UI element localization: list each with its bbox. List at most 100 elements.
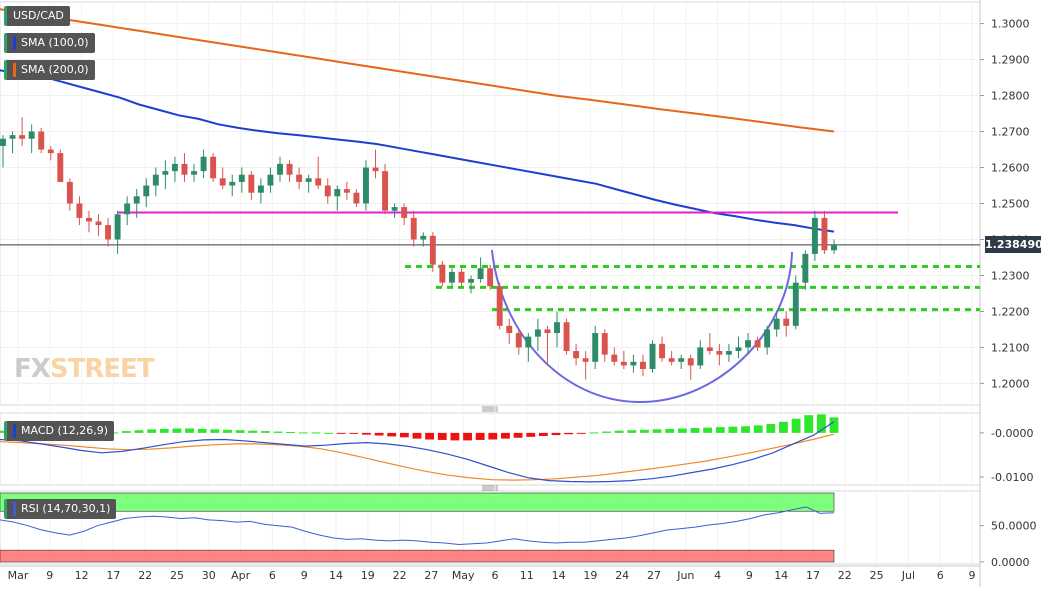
macd-histogram-bar xyxy=(197,428,207,433)
macd-signal-line xyxy=(0,433,835,481)
time-tick-label: 6 xyxy=(269,569,276,582)
candle-body xyxy=(9,135,16,139)
time-tick-label: 17 xyxy=(806,569,820,582)
macd-histogram-bar xyxy=(172,428,182,433)
candle-body xyxy=(429,235,436,265)
sma200-line xyxy=(0,8,835,133)
panel-frame-2 xyxy=(0,412,981,486)
macd-histogram-bar xyxy=(235,430,245,433)
macd-histogram-bar xyxy=(260,431,270,433)
candle-body xyxy=(477,268,484,280)
time-tick-label: 27 xyxy=(424,569,438,582)
macd-histogram-bar xyxy=(652,429,662,433)
macd-histogram-bar xyxy=(804,415,814,433)
panel-splitter-1 xyxy=(482,406,498,412)
macd-histogram-bar xyxy=(640,429,649,433)
legend-sma200-label: SMA (200,0) xyxy=(21,63,89,76)
candle-body xyxy=(754,340,761,348)
macd-histogram-bar xyxy=(324,432,333,434)
time-tick-label: 14 xyxy=(329,569,343,582)
macd-histogram-bar xyxy=(121,431,131,433)
time-tick-label: 9 xyxy=(969,569,976,582)
time-tick-label: Apr xyxy=(231,569,251,582)
macd-swatch-icon xyxy=(13,424,16,438)
candle-body xyxy=(334,189,341,197)
time-tick-label: 6 xyxy=(492,569,499,582)
candle-body xyxy=(277,163,283,175)
macd-line xyxy=(0,421,835,483)
macd-tick-label: -0.0000 xyxy=(991,427,1033,440)
time-tick-label: 12 xyxy=(75,569,89,582)
price-tick-label: 1.2600 xyxy=(991,162,1030,175)
price-tick-label: 1.2200 xyxy=(991,305,1030,318)
legend-sma100-label: SMA (100,0) xyxy=(21,36,89,49)
candle-body xyxy=(0,138,6,146)
time-tick-label: 22 xyxy=(138,569,152,582)
candle-body xyxy=(143,185,150,197)
candle-body xyxy=(659,343,666,359)
candle-body xyxy=(410,217,417,240)
time-tick-label: 9 xyxy=(301,569,308,582)
candle-body xyxy=(286,163,293,175)
rsi-oversold-zone xyxy=(0,549,835,563)
candle-body xyxy=(86,217,92,222)
macd-histogram-bar xyxy=(475,432,485,440)
macd-histogram-bar xyxy=(513,432,523,438)
time-tick-label: 9 xyxy=(746,569,753,582)
candle-body xyxy=(630,361,637,366)
macd-histogram-bar xyxy=(387,432,397,437)
time-tick-label: 25 xyxy=(870,569,884,582)
legend-macd: MACD (12,26,9) xyxy=(4,421,115,441)
macd-histogram-bar xyxy=(210,429,220,433)
candle-body xyxy=(353,192,360,204)
candle-body xyxy=(668,358,675,362)
price-tick-label: 1.2100 xyxy=(991,341,1030,354)
macd-histogram-bar xyxy=(538,432,548,436)
macd-tick-label: -0.0100 xyxy=(991,471,1033,484)
candle-body xyxy=(649,343,656,370)
candle-body xyxy=(792,282,799,326)
candle-body xyxy=(783,318,790,326)
legend-sma100: SMA (100,0) xyxy=(4,33,95,53)
price-tick-label: 1.2900 xyxy=(991,54,1030,67)
candle-body xyxy=(573,351,580,359)
candle-body xyxy=(611,354,618,362)
candle-body xyxy=(95,221,102,226)
price-tick-label: 1.3000 xyxy=(991,18,1030,31)
macd-histogram-bar xyxy=(576,432,586,434)
legend-instrument-label: USD/CAD xyxy=(13,9,64,22)
rsi-line xyxy=(0,506,835,546)
candle-body xyxy=(496,286,503,326)
candle-body xyxy=(697,347,704,366)
time-tick-label: 14 xyxy=(774,569,788,582)
sma100-line xyxy=(0,69,835,233)
candle-body xyxy=(229,181,236,186)
candle-body xyxy=(802,253,809,283)
candle-body xyxy=(124,203,131,215)
candle-body xyxy=(487,268,494,287)
time-tick-label: Mar xyxy=(8,569,29,582)
candle-body xyxy=(305,178,312,182)
time-tick-label: 19 xyxy=(361,569,375,582)
macd-histogram-bar xyxy=(829,417,839,433)
candle-body xyxy=(506,325,513,334)
candle-body xyxy=(200,156,207,172)
candle-body xyxy=(563,322,570,352)
candle-body xyxy=(458,271,465,283)
time-tick-label: 9 xyxy=(46,569,53,582)
macd-histogram-bar xyxy=(425,432,435,440)
macd-histogram-bar xyxy=(551,432,561,436)
time-tick-label: 27 xyxy=(647,569,661,582)
time-tick-label: 25 xyxy=(170,569,184,582)
candle-body xyxy=(114,214,121,240)
legend-rsi-label: RSI (14,70,30,1) xyxy=(21,502,111,515)
macd-histogram-bar xyxy=(791,418,801,433)
candle-body xyxy=(448,271,455,283)
macd-histogram-bar xyxy=(349,432,359,434)
price-tick-label: 1.2700 xyxy=(991,126,1030,139)
time-tick-label: 11 xyxy=(520,569,534,582)
candle-body xyxy=(238,174,245,182)
fxstreet-watermark: FXSTREET xyxy=(14,354,155,384)
